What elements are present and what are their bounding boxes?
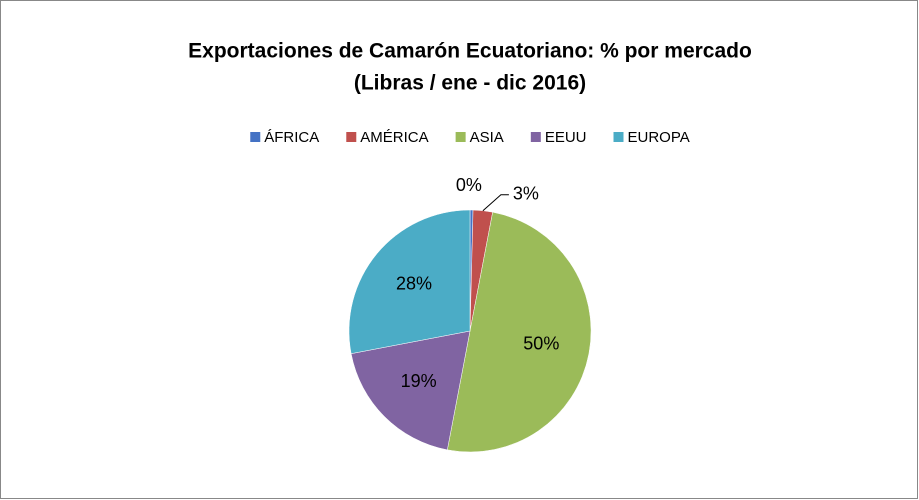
legend-swatch [455,132,466,142]
data-label: 19% [401,371,437,391]
data-label: 0% [456,175,482,195]
leader-line [482,194,509,212]
legend-swatch [613,132,624,142]
legend-label: EUROPA [628,129,690,146]
data-label: 28% [396,273,432,293]
legend-label: ÁFRICA [264,129,319,146]
pie-slice [350,330,471,451]
pie-slice [447,211,592,453]
legend-label: EEUU [545,129,587,146]
chart-title: Exportaciones de Camarón Ecuatoriano: % … [188,40,752,63]
legend-label: AMÉRICA [360,129,428,146]
legend-swatch [346,132,357,142]
legend-label: ASIA [470,129,504,146]
chart-subtitle: (Libras / ene - dic 2016) [354,72,586,95]
legend-swatch [250,132,261,142]
data-label: 3% [513,183,539,203]
pie-slice [348,209,471,354]
data-label: 50% [523,333,559,353]
legend-swatch [530,132,541,142]
